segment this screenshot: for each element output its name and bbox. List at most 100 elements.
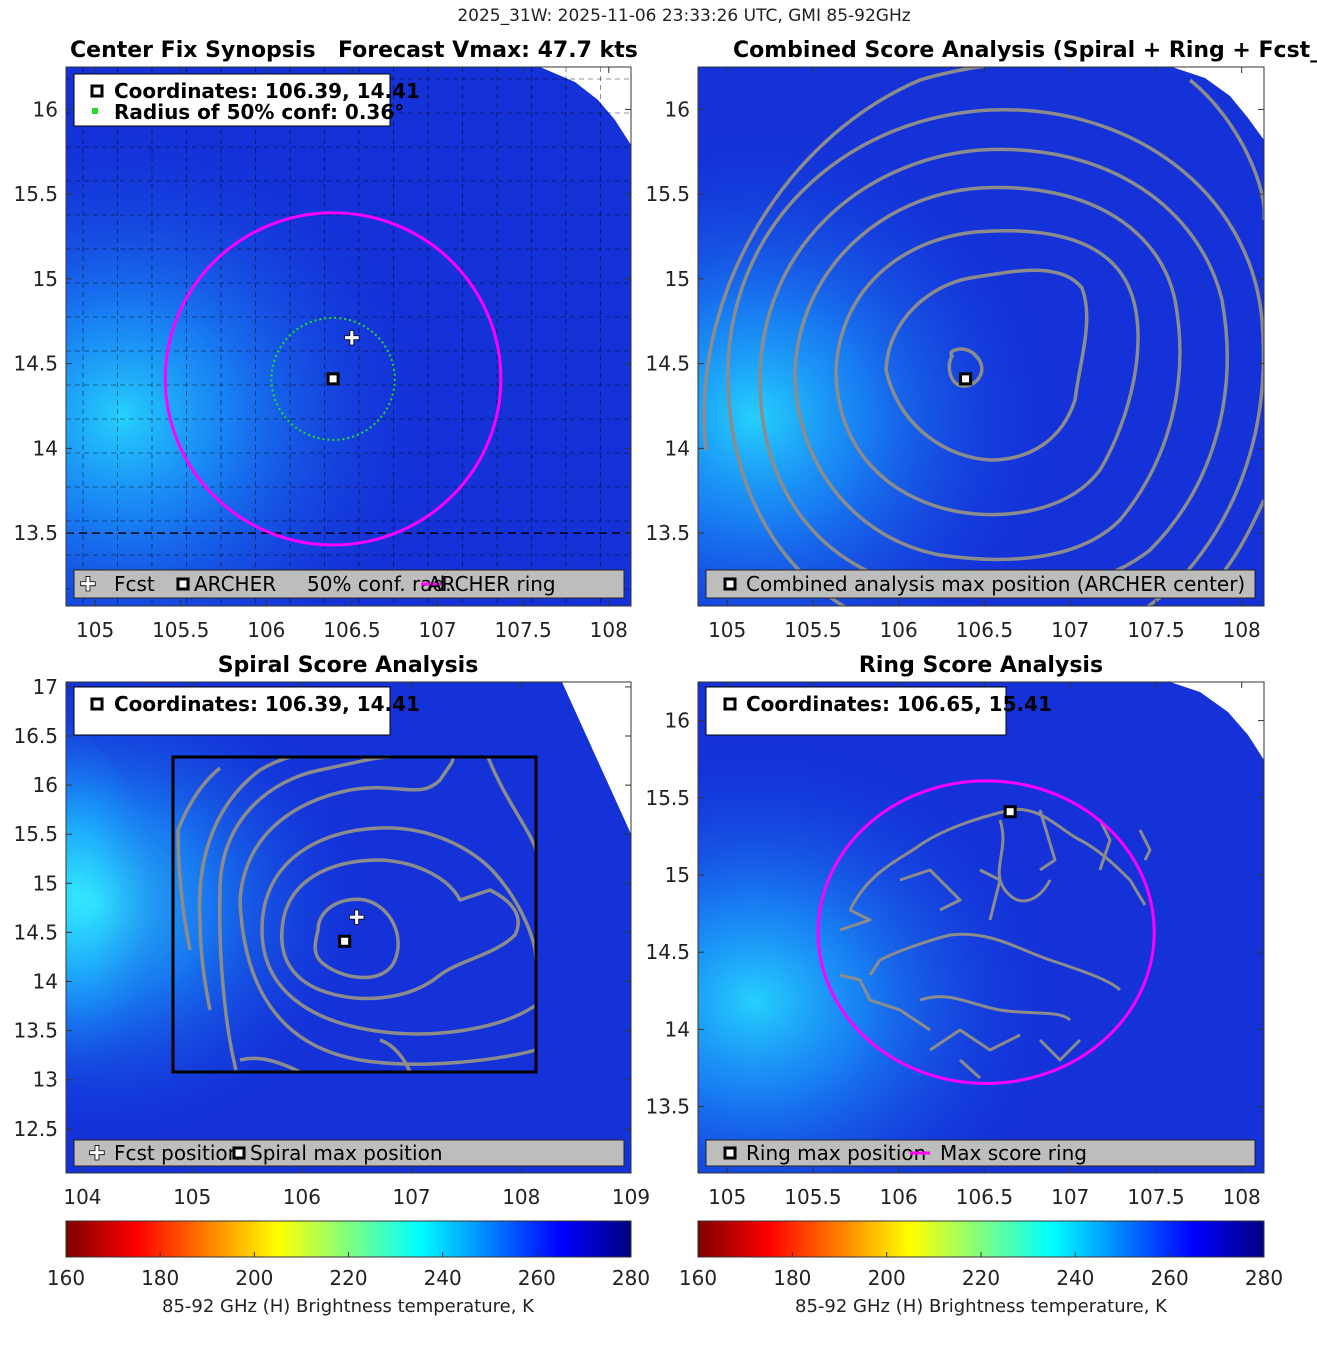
x-tick-label: 105 — [708, 1185, 746, 1209]
spiral-contour-5 — [217, 755, 391, 1071]
panel2-ticks: 105 105.5 106 106.5 107 107.5 108 13.5 14 14.5 15 1… — [645, 67, 1264, 642]
panel2-missing-data — [1172, 67, 1264, 140]
panel1-info-coordinates: Coordinates: 106.39, 14.41 — [114, 79, 420, 103]
panel1-info-radius: Radius of 50% conf: 0.36° — [114, 100, 404, 124]
colorbar-tick-label: 220 — [962, 1266, 1000, 1290]
contour-3 — [834, 228, 1140, 517]
panel1-info-marker-icon — [90, 84, 104, 98]
legend-combined-label: Combined analysis max position (ARCHER c… — [746, 572, 1245, 596]
colorbar-left-ticks: 160 180 200 220 240 260 280 — [47, 1252, 650, 1290]
legend-fcst-position-label: Fcst position — [114, 1141, 240, 1165]
y-tick-label: 13 — [33, 1068, 58, 1092]
spiral-contour-1 — [313, 897, 400, 980]
colorbar-right-label: 85-92 GHz (H) Brightness temperature, K — [795, 1296, 1168, 1317]
y-tick-label: 14.5 — [645, 940, 690, 964]
colorbar-left: 160 180 200 220 240 260 280 85-92 GHz (H) Brig… — [47, 1220, 650, 1317]
panel2-title: Combined Score Analysis (Spiral + Ring +… — [733, 38, 1317, 63]
colorbar-tick-label: 260 — [518, 1266, 556, 1290]
colorbar-tick-label: 200 — [868, 1266, 906, 1290]
y-tick-label: 16 — [665, 97, 690, 121]
combined-max-marker — [959, 372, 973, 386]
panel4-heatmap-warm-band — [698, 682, 1264, 1173]
x-tick-label: 106.5 — [956, 1185, 1013, 1209]
spiral-contour-6 — [197, 755, 291, 1011]
panel1-legend: ✚ Fcst ARCHER 50% conf. rad. ARCHER ring — [73, 569, 625, 599]
panel4-title: Ring Score Analysis — [859, 653, 1103, 678]
y-tick-label: 14 — [665, 1017, 690, 1041]
x-tick-label: 107 — [1051, 618, 1089, 642]
contour-1 — [947, 347, 984, 388]
y-tick-label: 16.5 — [13, 724, 58, 748]
panel3-ticks: 104 105 106 107 108 109 12.5 13 13.5 14 14.5 15 15.5… — [13, 675, 650, 1209]
x-tick-label: 106.5 — [956, 618, 1013, 642]
y-tick-label: 13.5 — [645, 521, 690, 545]
panel2-legend: Combined analysis max position (ARCHER c… — [705, 569, 1256, 599]
legend-max-ring-label: Max score ring — [940, 1141, 1087, 1165]
panel2-heatmap-warm-band — [698, 67, 1264, 606]
y-tick-label: 15.5 — [645, 786, 690, 810]
panel1-title-right: Forecast Vmax: 47.7 kts — [338, 38, 638, 63]
panel1-title-left: Center Fix Synopsis — [70, 38, 316, 63]
panel3-info-box: Coordinates: 106.39, 14.41 — [73, 686, 420, 736]
y-tick-label: 15 — [665, 267, 690, 291]
spiral-contour-2 — [280, 858, 520, 1001]
colorbar-tick-label: 160 — [47, 1266, 85, 1290]
panel3-contours — [176, 755, 538, 1074]
panel4-ticks: 105 105.5 106 106.5 107 107.5 108 13.5 14 14.5 15 1… — [645, 682, 1264, 1209]
colorbar-right-ticks: 160 180 200 220 240 260 280 — [679, 1252, 1283, 1290]
y-tick-label: 14 — [33, 970, 58, 994]
panel-center-fix: Center Fix Synopsis Forecast Vmax: 47.7 … — [13, 38, 637, 642]
y-tick-label: 15 — [33, 267, 58, 291]
panel3-search-box — [171, 755, 538, 1074]
legend-fcst-icon: ✚ — [80, 572, 97, 596]
y-tick-label: 13.5 — [645, 1095, 690, 1119]
x-tick-label: 108 — [1223, 618, 1261, 642]
panel1-info-box: Coordinates: 106.39, 14.41 Radius of 50%… — [73, 73, 420, 127]
figure-title: 2025_31W: 2025-11-06 23:33:26 UTC, GMI 8… — [457, 6, 910, 26]
colorbar-tick-label: 220 — [329, 1266, 367, 1290]
legend-spiral-max-label: Spiral max position — [250, 1141, 443, 1165]
x-tick-label: 105.5 — [152, 618, 209, 642]
ring-contour-2 — [868, 932, 1122, 992]
legend-ring-max-label: Ring max position — [746, 1141, 926, 1165]
y-tick-label: 14 — [33, 436, 58, 460]
colorbar-tick-label: 240 — [1056, 1266, 1094, 1290]
ring-contour-7 — [1098, 819, 1152, 871]
panel3-title: Spiral Score Analysis — [218, 653, 479, 678]
spiral-contour-8 — [239, 1038, 412, 1074]
legend-spiral-max-icon — [232, 1146, 246, 1160]
panel2-marks — [959, 372, 973, 386]
y-tick-label: 15.5 — [13, 822, 58, 846]
colorbar-tick-label: 280 — [612, 1266, 650, 1290]
legend-ring-max-icon — [723, 1146, 737, 1160]
y-tick-label: 15.5 — [645, 182, 690, 206]
x-tick-label: 106 — [880, 1185, 918, 1209]
x-tick-label: 106 — [880, 618, 918, 642]
panel1-axes-frame — [65, 66, 632, 607]
x-tick-label: 107 — [392, 1185, 430, 1209]
panel4-legend: Ring max position Max score ring — [705, 1139, 1256, 1167]
x-tick-label: 107.5 — [495, 618, 552, 642]
x-tick-label: 105.5 — [784, 1185, 841, 1209]
panel3-legend: ✚ Fcst position Spiral max position — [73, 1139, 625, 1167]
ring-max-marker — [1003, 805, 1017, 819]
panel4-info-marker-icon — [723, 697, 737, 711]
y-tick-label: 13.5 — [13, 521, 58, 545]
panel3-info-marker-icon — [90, 697, 104, 711]
y-tick-label: 15.5 — [13, 182, 58, 206]
y-tick-label: 14 — [665, 436, 690, 460]
x-tick-label: 108 — [590, 618, 628, 642]
y-tick-label: 16 — [33, 97, 58, 121]
y-tick-label: 14.5 — [645, 352, 690, 376]
panel1-ticks: 105 105.5 106 106.5 107 107.5 108 13.5 14 14.5 15 1… — [13, 67, 631, 642]
y-tick-label: 16 — [665, 709, 690, 733]
ring-contour-6 — [839, 973, 1082, 1080]
y-tick-label: 13.5 — [13, 1019, 58, 1043]
colorbar-tick-label: 280 — [1245, 1266, 1283, 1290]
colorbar-tick-label: 160 — [679, 1266, 717, 1290]
x-tick-label: 106.5 — [323, 618, 380, 642]
contour-4 — [793, 185, 1182, 562]
colorbar-tick-label: 260 — [1151, 1266, 1189, 1290]
x-tick-label: 105 — [173, 1185, 211, 1209]
